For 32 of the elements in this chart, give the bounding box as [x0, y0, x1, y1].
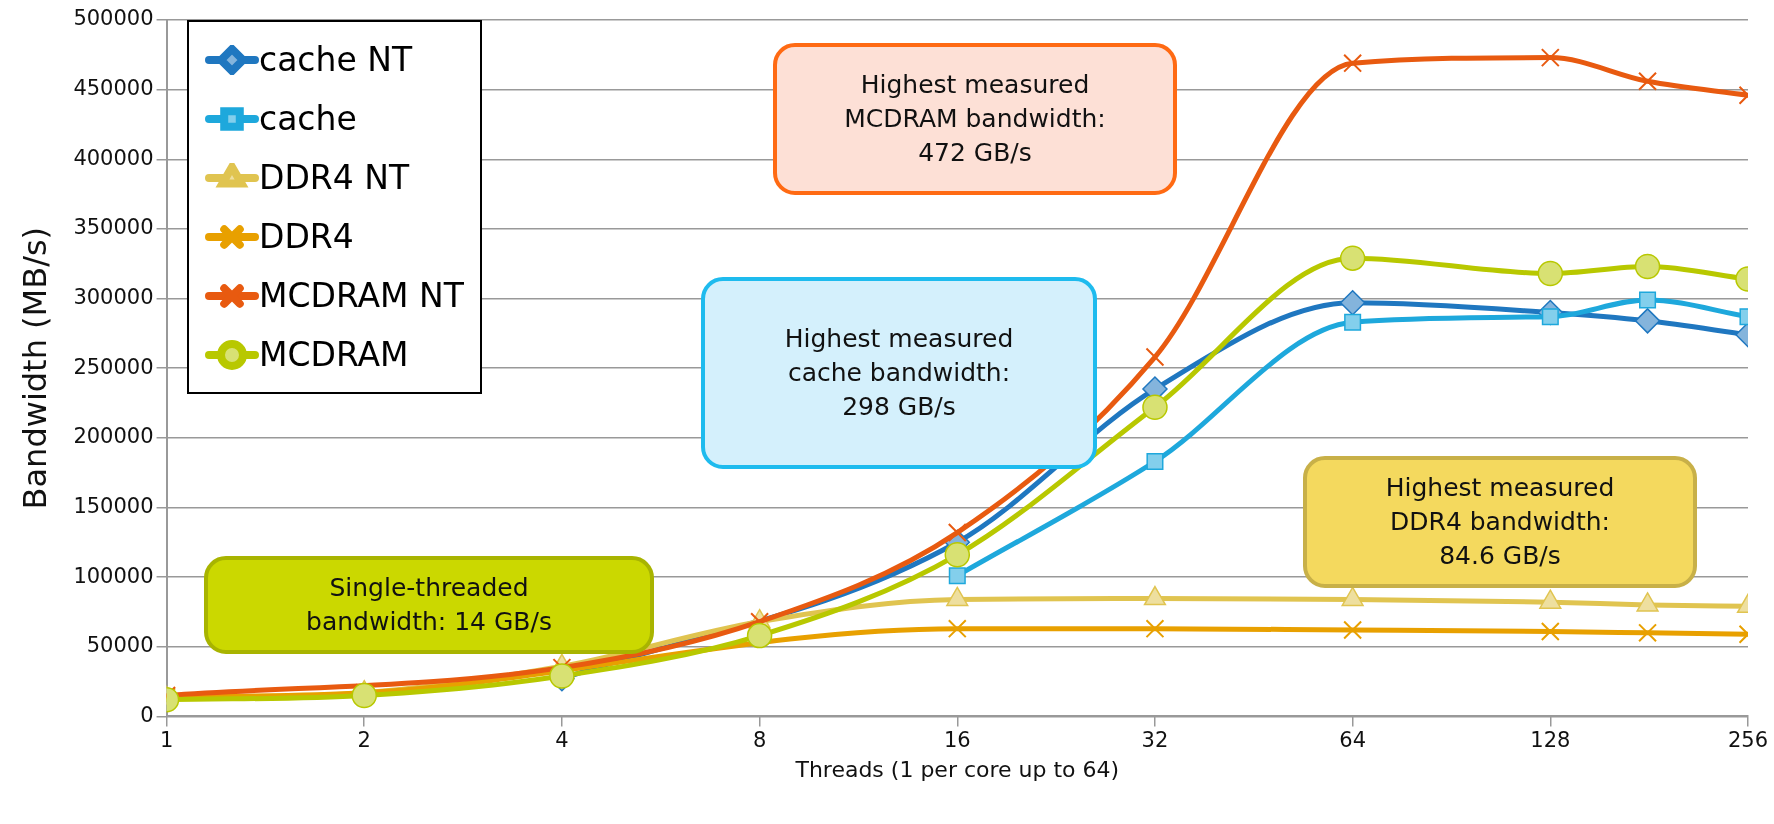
y-tick-label: 50000	[86, 633, 154, 658]
y-tick-label: 0	[140, 702, 154, 727]
y-tick-label: 200000	[73, 424, 154, 449]
x-tick-label: 256	[1727, 728, 1769, 753]
x-tick-label: 8	[752, 728, 767, 753]
legend-label: MCDRAM	[259, 335, 409, 374]
y-tick-label: 450000	[73, 76, 154, 101]
legend-label: cache	[259, 99, 357, 138]
x-tick-label: 32	[1141, 728, 1169, 753]
y-tick-label: 250000	[73, 354, 154, 379]
legend-label: cache NT	[259, 40, 413, 79]
x-tick-label: 16	[943, 728, 971, 753]
y-tick-label: 100000	[73, 563, 154, 588]
x-tick-label: 64	[1339, 728, 1367, 753]
y-tick-label: 300000	[73, 285, 154, 310]
callout-box: Highest measured MCDRAM bandwidth: 472 GB/s	[773, 43, 1177, 195]
y-axis-title: Bandwidth (MB/s)	[15, 226, 54, 510]
legend-label: DDR4 NT	[259, 158, 410, 197]
callout-box: Highest measured DDR4 bandwidth: 84.6 GB/s	[1303, 456, 1697, 588]
y-tick-label: 400000	[73, 145, 154, 170]
y-tick-label: 500000	[73, 6, 154, 31]
x-tick-label: 2	[357, 728, 371, 753]
x-tick-label: 4	[555, 728, 569, 753]
y-tick-label: 150000	[73, 493, 154, 518]
callout-box: Highest measured cache bandwidth: 298 GB/s	[701, 277, 1097, 469]
x-axis-title: Threads (1 per core up to 64)	[794, 756, 1120, 782]
legend-label: MCDRAM NT	[259, 276, 464, 315]
y-tick-label: 350000	[73, 215, 154, 240]
legend-label: DDR4	[259, 217, 354, 256]
x-tick-label: 1	[159, 728, 174, 753]
x-tick-label: 128	[1530, 728, 1571, 753]
callout-box: Single-threaded bandwidth: 14 GB/s	[204, 556, 654, 654]
